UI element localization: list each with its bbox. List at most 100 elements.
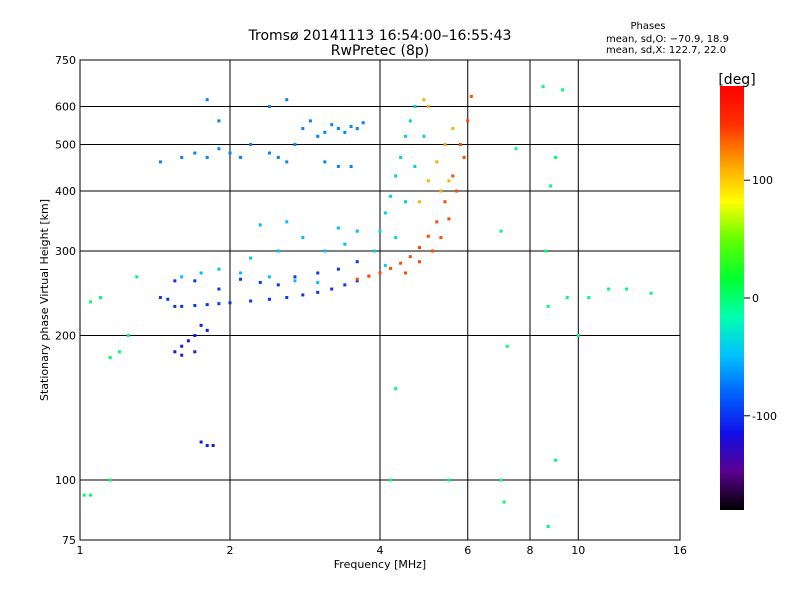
plot-area: 1 2 4 6 8 10 16 75 100 200 300 400 500 600 750 [55, 54, 687, 557]
data-point [285, 160, 289, 164]
data-point [383, 263, 387, 267]
data-point [417, 200, 421, 204]
data-point [285, 296, 289, 300]
data-point [323, 249, 327, 253]
data-point [649, 291, 653, 295]
data-point [413, 164, 417, 168]
grid-lines [80, 60, 680, 540]
data-point [403, 271, 407, 275]
data-point [217, 119, 221, 123]
data-point [180, 275, 184, 279]
data-point [466, 119, 470, 123]
data-point [417, 246, 421, 250]
data-point [549, 184, 553, 188]
y-tick-label: 75 [62, 534, 76, 547]
data-point [249, 256, 253, 260]
data-point [378, 229, 382, 233]
phase-colorbar: [deg] -100 0 100 [718, 72, 777, 510]
y-axis-ticks: 75 100 200 300 400 500 600 750 [55, 54, 76, 547]
data-point [228, 301, 232, 305]
data-point [301, 126, 305, 130]
data-point [180, 353, 184, 357]
data-point [180, 155, 184, 159]
data-point [301, 236, 305, 240]
data-point [258, 223, 262, 227]
data-point [228, 151, 232, 155]
data-point [293, 143, 297, 147]
data-point [267, 275, 271, 279]
data-point [267, 151, 271, 155]
data-point [455, 189, 459, 193]
data-point [336, 126, 340, 130]
data-point [158, 160, 162, 164]
data-point [211, 444, 215, 448]
data-point [217, 302, 221, 306]
y-axis-label: Stationary phase Virtual Height [km] [38, 199, 51, 401]
data-point [193, 303, 197, 307]
data-point [99, 296, 103, 300]
data-point [293, 279, 297, 283]
x-axis-ticks: 1 2 4 6 8 10 16 [77, 544, 688, 557]
data-point [330, 123, 334, 127]
data-point [403, 200, 407, 204]
data-point [565, 296, 569, 300]
data-point [158, 296, 162, 300]
data-point [514, 147, 518, 151]
data-point [285, 220, 289, 224]
data-point [249, 299, 253, 303]
data-point [408, 255, 412, 259]
colorbar-label: [deg] [718, 72, 755, 88]
data-point [108, 355, 112, 359]
data-point [258, 280, 262, 284]
data-point [426, 105, 430, 109]
data-point [249, 143, 253, 147]
data-point [89, 493, 93, 497]
data-point [336, 164, 340, 168]
y-tick-label: 500 [55, 139, 76, 152]
data-point [462, 155, 466, 159]
colorbar-tick-label: 100 [752, 174, 773, 187]
data-point [239, 155, 243, 159]
data-point [546, 304, 550, 308]
data-point [439, 236, 443, 240]
data-point [193, 151, 197, 155]
data-point [625, 287, 629, 291]
data-point [217, 147, 221, 151]
data-point [316, 271, 320, 275]
chart-subtitle: RwPretec (8p) [331, 43, 429, 59]
colorbar-ticks: -100 0 100 [744, 174, 777, 423]
data-point [276, 283, 280, 287]
data-point [343, 130, 347, 134]
phase-info-title: Phases [630, 21, 665, 32]
data-point [199, 440, 203, 444]
colorbar-tick-label: 0 [752, 292, 759, 305]
data-point [166, 297, 170, 301]
data-point [205, 98, 209, 102]
data-point [205, 444, 209, 448]
data-point [361, 121, 365, 125]
data-point [205, 155, 209, 159]
data-point [541, 85, 545, 89]
data-point [413, 105, 417, 109]
data-point [89, 300, 93, 304]
data-point [323, 130, 327, 134]
data-point [399, 155, 403, 159]
data-point [499, 229, 503, 233]
y-tick-label: 400 [55, 185, 76, 198]
data-point [349, 125, 353, 129]
data-point [469, 94, 473, 98]
colorbar-tick-label: -100 [752, 410, 777, 423]
data-point [276, 155, 280, 159]
chart-title: Tromsø 20141113 16:54:00–16:55:43 [248, 28, 512, 44]
data-point [447, 478, 451, 482]
y-tick-label: 100 [55, 474, 76, 487]
data-point [383, 211, 387, 215]
data-point [607, 287, 611, 291]
data-point [343, 242, 347, 246]
data-point [336, 226, 340, 230]
data-point [293, 275, 297, 279]
data-point [553, 458, 557, 462]
data-point [267, 297, 271, 301]
data-point [173, 350, 177, 354]
